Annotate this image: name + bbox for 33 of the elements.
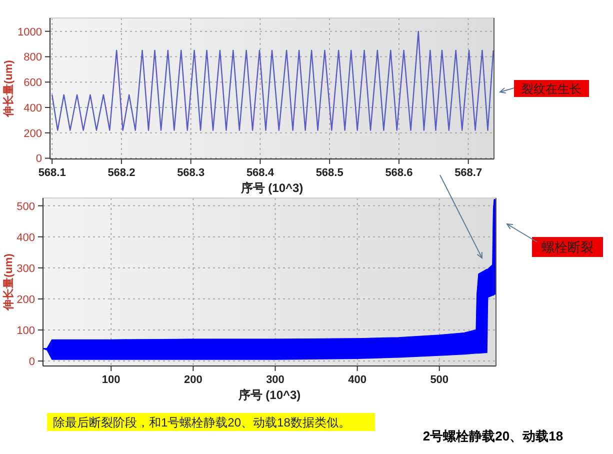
x-axis-title: 序号 (10^3) (237, 388, 301, 402)
y-tick-label: 0 (36, 153, 42, 166)
text: 螺栓断裂 (542, 240, 594, 255)
x-axis-title: 序号 (10^3) (240, 181, 304, 195)
x-tick-label: 568.5 (316, 167, 344, 179)
x-tick-label: 568.1 (38, 167, 66, 179)
x-tick-label: 568.3 (177, 167, 205, 179)
y-axis-title: 伸长量(um) (2, 253, 15, 312)
x-tick-label: 568.4 (246, 167, 275, 179)
y-tick-label: 100 (16, 324, 35, 337)
line-series (51, 30, 494, 131)
x-tick-label: 568.7 (454, 167, 482, 179)
x-tick-label: 200 (184, 374, 202, 386)
x-tick-label: 568.2 (108, 167, 136, 179)
x-tick-label: 400 (348, 374, 366, 386)
y-tick-label: 400 (16, 232, 35, 244)
y-tick-label: 200 (24, 128, 42, 140)
y-tick-label: 400 (24, 102, 42, 114)
text: 除最后断裂阶段，和1号螺栓静载20、动载18数据类似。 (53, 415, 350, 430)
y-tick-label: 0 (28, 356, 35, 368)
text: 裂纹在生长 (522, 82, 582, 96)
y-tick-label: 500 (16, 200, 35, 213)
y-tick-label: 300 (16, 262, 35, 275)
y-tick-label: 1000 (18, 26, 42, 38)
x-tick-label: 300 (266, 374, 284, 386)
x-tick-label: 500 (430, 374, 449, 386)
y-tick-label: 800 (24, 52, 42, 64)
y-tick-label: 600 (24, 77, 42, 90)
x-tick-label: 100 (102, 374, 120, 386)
text: 2号螺栓静载20、动载18 (422, 428, 564, 444)
y-tick-label: 200 (16, 294, 35, 306)
x-tick-label: 568.6 (385, 167, 413, 179)
y-axis-title: 伸长量(um) (2, 60, 15, 118)
